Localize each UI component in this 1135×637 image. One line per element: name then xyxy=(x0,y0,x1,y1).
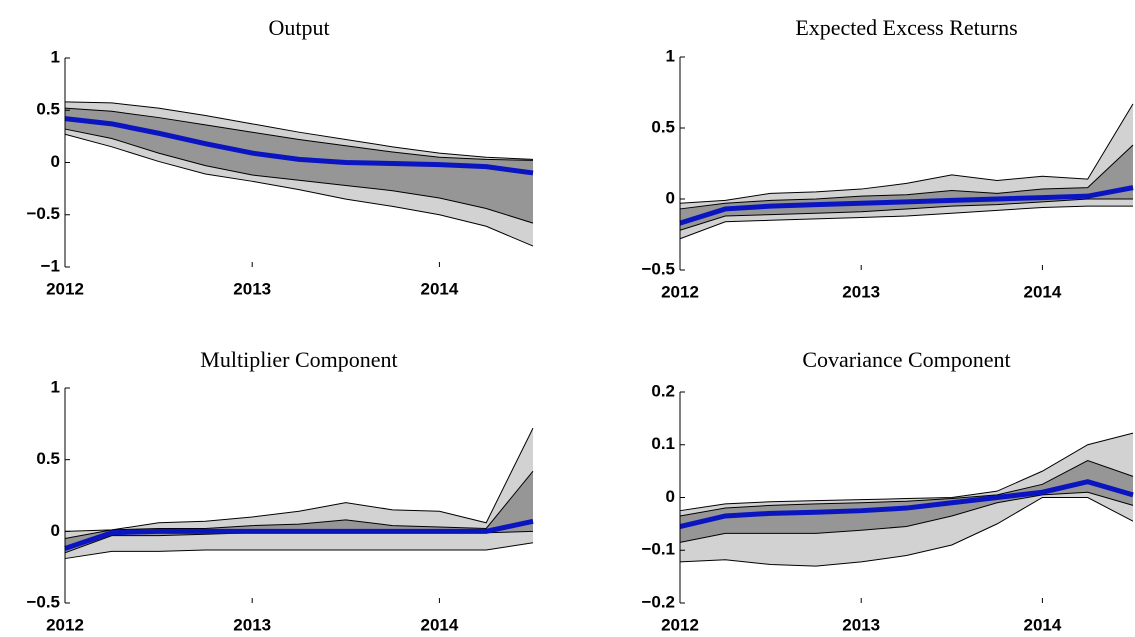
x-tick-label: 2014 xyxy=(1023,615,1061,634)
chart-title: Expected Excess Returns xyxy=(795,15,1017,40)
y-tick-label: 1 xyxy=(666,46,675,65)
x-tick-label: 2012 xyxy=(661,282,699,301)
y-tick-label: −1 xyxy=(41,256,60,275)
x-tick-label: 2013 xyxy=(842,282,880,301)
median-line xyxy=(64,116,534,176)
band-edge xyxy=(679,460,1134,517)
median-line xyxy=(64,518,534,551)
y-tick-label: 0 xyxy=(51,152,60,171)
y-tick-label: −0.5 xyxy=(26,204,60,223)
band-edge xyxy=(679,198,1133,231)
x-tick-label: 2013 xyxy=(233,615,271,634)
band-edge xyxy=(679,497,1134,567)
y-tick-label: 0 xyxy=(666,487,675,506)
band-edge xyxy=(64,542,534,560)
y-tick-label: −0.5 xyxy=(641,259,675,278)
chart-title: Covariance Component xyxy=(802,347,1010,372)
median-line xyxy=(679,479,1134,529)
x-tick-label: 2013 xyxy=(233,279,271,298)
x-tick-label: 2014 xyxy=(420,615,458,634)
y-tick-label: 1 xyxy=(51,47,60,66)
band-edge xyxy=(64,133,534,247)
band-edge xyxy=(679,144,1134,210)
y-tick-label: 0.1 xyxy=(651,434,675,453)
chart-title: Output xyxy=(268,15,329,40)
band-edge xyxy=(64,101,534,160)
x-tick-label: 2012 xyxy=(46,615,84,634)
band xyxy=(680,145,1133,231)
band-edge xyxy=(64,470,534,539)
x-tick-label: 2012 xyxy=(661,615,699,634)
y-tick-label: −0.5 xyxy=(26,592,60,611)
band-edge xyxy=(64,427,534,532)
band-edge xyxy=(679,491,1134,543)
band xyxy=(680,103,1133,239)
y-tick-label: 1 xyxy=(51,377,60,396)
band xyxy=(680,433,1133,567)
chart-title: Multiplier Component xyxy=(200,347,397,372)
band-edge xyxy=(679,103,1134,204)
x-tick-label: 2014 xyxy=(420,279,458,298)
x-tick-label: 2012 xyxy=(46,279,84,298)
median-line xyxy=(679,185,1134,226)
y-tick-label: 0 xyxy=(51,521,60,540)
band-edge xyxy=(64,107,534,161)
y-tick-label: 0.5 xyxy=(36,100,60,119)
y-tick-label: 0.2 xyxy=(651,381,675,400)
y-tick-label: 0.5 xyxy=(36,449,60,468)
x-tick-label: 2014 xyxy=(1023,282,1061,301)
y-tick-label: 0 xyxy=(666,188,675,207)
y-tick-label: −0.2 xyxy=(641,592,675,611)
band-edge xyxy=(679,432,1134,512)
band xyxy=(65,428,533,559)
y-tick-label: 0.5 xyxy=(651,117,675,136)
band-edge xyxy=(64,128,534,224)
x-tick-label: 2013 xyxy=(842,615,880,634)
y-tick-label: −0.1 xyxy=(641,540,675,559)
band-edge xyxy=(679,205,1133,240)
